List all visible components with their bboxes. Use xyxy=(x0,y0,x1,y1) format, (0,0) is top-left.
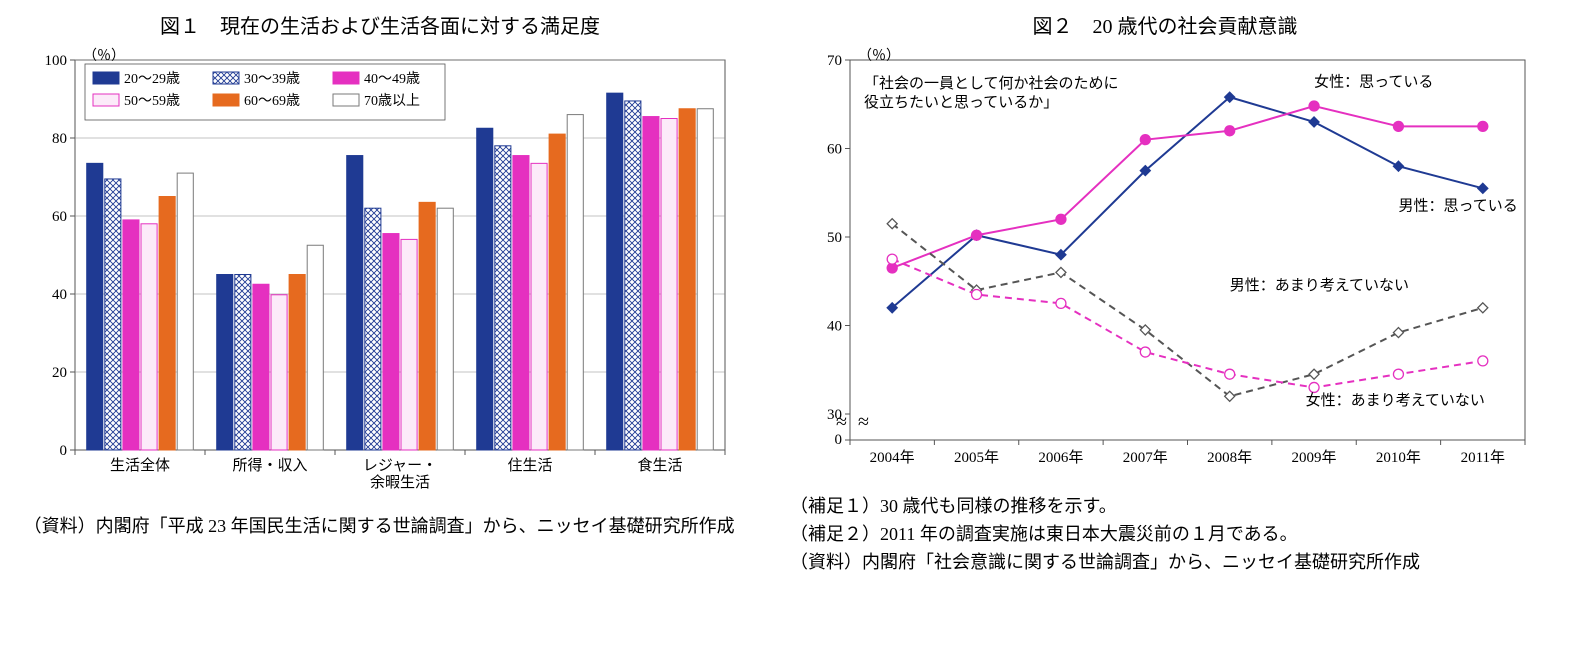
svg-text:2007年: 2007年 xyxy=(1123,449,1168,466)
svg-text:2005年: 2005年 xyxy=(954,449,999,466)
svg-text:60～69歳: 60～69歳 xyxy=(244,93,300,109)
svg-text:100: 100 xyxy=(45,53,68,69)
svg-text:2008年: 2008年 xyxy=(1207,449,1252,466)
svg-text:（％）: （％） xyxy=(858,48,900,64)
svg-text:レジャー・: レジャー・ xyxy=(363,458,437,474)
figure-1: 図１ 現在の生活および生活各面に対する満足度 0 20 40 60 80 100 （％） 生活… xyxy=(20,10,740,653)
svg-text:70: 70 xyxy=(827,53,842,69)
svg-text:所得・収入: 所得・収入 xyxy=(232,457,307,474)
svg-text:0: 0 xyxy=(60,443,68,459)
figure-2-caption: （補足１）30 歳代も同様の推移を示す。 （補足２）2011 年の調査実施は東日… xyxy=(790,493,1540,577)
svg-text:女性：あまり考えていない: 女性：あまり考えていない xyxy=(1306,391,1485,409)
svg-text:男性：あまり考えていない: 男性：あまり考えていない xyxy=(1230,277,1409,294)
svg-text:≈: ≈ xyxy=(836,411,847,433)
svg-text:50: 50 xyxy=(827,230,842,246)
figure-1-title: 図１ 現在の生活および生活各面に対する満足度 xyxy=(20,10,740,39)
svg-text:余暇生活: 余暇生活 xyxy=(370,473,430,491)
line-chart-svg: 3040506070≈≈0（％）「社会の一員として何か社会のために 役立ちたいと… xyxy=(790,45,1540,485)
svg-text:2004年: 2004年 xyxy=(870,449,915,466)
svg-text:「社会の一員として何か社会のために: 「社会の一員として何か社会のために xyxy=(864,75,1119,92)
figure-2-title: 図２ 20 歳代の社会貢献意識 xyxy=(790,10,1540,39)
svg-text:30～39歳: 30～39歳 xyxy=(244,71,300,87)
svg-text:20～29歳: 20～29歳 xyxy=(124,71,180,87)
svg-text:男性：思っている: 男性：思っている xyxy=(1398,197,1517,214)
svg-text:生活全体: 生活全体 xyxy=(110,456,170,474)
svg-text:2011年: 2011年 xyxy=(1461,449,1505,466)
figure-2: 図２ 20 歳代の社会貢献意識 3040506070≈≈0（％）「社会の一員とし… xyxy=(790,10,1540,653)
svg-text:60: 60 xyxy=(827,142,842,158)
svg-text:食生活: 食生活 xyxy=(637,457,682,474)
svg-text:60: 60 xyxy=(52,209,67,225)
svg-text:≈: ≈ xyxy=(858,411,869,433)
figure-2-chart: 3040506070≈≈0（％）「社会の一員として何か社会のために 役立ちたいと… xyxy=(790,45,1540,485)
svg-text:20: 20 xyxy=(52,365,67,381)
svg-text:50～59歳: 50～59歳 xyxy=(124,93,180,109)
svg-text:2009年: 2009年 xyxy=(1292,449,1337,466)
svg-text:40～49歳: 40～49歳 xyxy=(364,71,420,87)
svg-text:2006年: 2006年 xyxy=(1038,449,1083,466)
svg-text:0: 0 xyxy=(835,432,843,448)
svg-text:70歳以上: 70歳以上 xyxy=(364,93,420,109)
svg-text:80: 80 xyxy=(52,131,67,147)
svg-text:40: 40 xyxy=(52,287,67,303)
svg-text:（％）: （％） xyxy=(83,48,125,64)
bar-chart-svg: 0 20 40 60 80 100 （％） 生活全体 所得・収入 レジャー・余暇生活 住生活 食生活 2… xyxy=(20,45,740,505)
svg-text:住生活: 住生活 xyxy=(507,457,552,474)
svg-text:2010年: 2010年 xyxy=(1376,449,1421,466)
figure-1-chart: 0 20 40 60 80 100 （％） 生活全体 所得・収入 レジャー・余暇生活 住生活 食生活 2… xyxy=(20,45,740,505)
svg-text:40: 40 xyxy=(827,319,842,335)
svg-text:役立ちたいと思っているか」: 役立ちたいと思っているか」 xyxy=(864,94,1058,111)
figure-1-caption: （資料）内閣府「平成 23 年国民生活に関する世論調査」から、ニッセイ基礎研究所… xyxy=(20,513,740,541)
svg-text:女性：思っている: 女性：思っている xyxy=(1314,73,1433,91)
